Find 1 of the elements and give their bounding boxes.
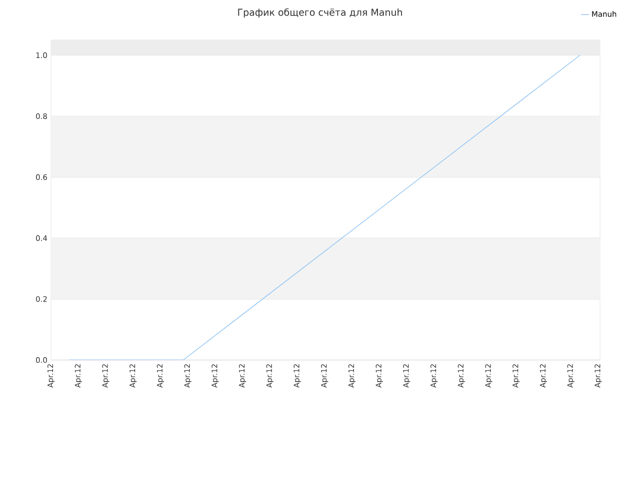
chart-title: График общего счёта для Manuh bbox=[238, 8, 402, 18]
